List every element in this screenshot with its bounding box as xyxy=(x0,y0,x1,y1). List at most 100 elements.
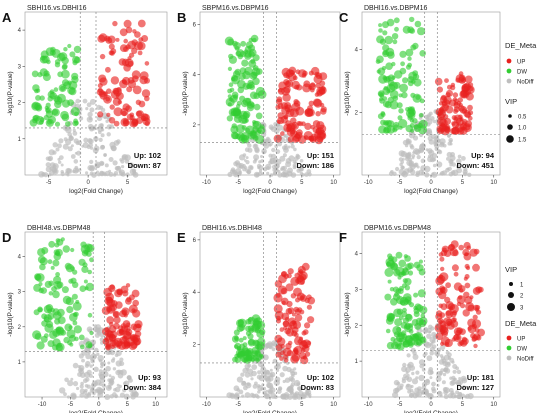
down-count: Down: 83 xyxy=(301,383,334,392)
legend-top-vip-size-small xyxy=(508,114,512,118)
point-nodiff xyxy=(266,171,270,175)
point-dw xyxy=(53,87,59,92)
point-dw xyxy=(49,330,58,339)
point-up xyxy=(444,296,451,303)
point-nodiff xyxy=(57,143,62,149)
point-up xyxy=(462,248,470,257)
point-dw xyxy=(55,272,60,277)
point-nodiff xyxy=(418,374,425,382)
point-nodiff xyxy=(107,361,111,365)
point-dw xyxy=(392,95,399,102)
point-dw xyxy=(417,289,426,298)
point-nodiff xyxy=(55,147,60,152)
point-nodiff xyxy=(287,145,291,149)
point-nodiff xyxy=(97,172,101,177)
point-up xyxy=(442,123,451,132)
point-dw xyxy=(237,53,243,60)
down-count: Down: 451 xyxy=(456,161,494,170)
point-dw xyxy=(73,325,82,334)
x-tick-label: 5 xyxy=(300,402,304,408)
point-dw xyxy=(78,258,86,266)
point-nodiff xyxy=(458,394,463,400)
point-dw xyxy=(38,287,44,294)
point-nodiff xyxy=(297,386,303,392)
point-dw xyxy=(387,316,393,322)
point-dw xyxy=(31,70,39,78)
point-nodiff xyxy=(402,362,407,368)
point-dw xyxy=(408,302,415,308)
x-tick-label: 5 xyxy=(461,402,465,408)
point-dw xyxy=(383,76,391,83)
point-up xyxy=(298,271,308,281)
point-up xyxy=(137,19,146,28)
point-up xyxy=(450,317,456,324)
point-nodiff xyxy=(98,137,103,142)
point-nodiff xyxy=(95,327,101,333)
point-nodiff xyxy=(86,369,92,376)
point-dw xyxy=(72,120,79,127)
point-dw xyxy=(72,269,78,275)
point-nodiff xyxy=(450,170,456,175)
legend-top-up-label: UP xyxy=(517,60,525,66)
point-dw xyxy=(385,328,391,334)
point-up xyxy=(473,343,478,349)
point-nodiff xyxy=(452,369,457,374)
point-up xyxy=(120,323,127,329)
point-dw xyxy=(39,120,44,125)
point-dw xyxy=(234,355,242,363)
point-up xyxy=(440,341,445,346)
y-tick-label: 1 xyxy=(18,137,22,143)
point-dw xyxy=(387,120,395,128)
point-nodiff xyxy=(238,170,243,175)
point-nodiff xyxy=(288,376,294,382)
point-up xyxy=(300,347,306,353)
point-up xyxy=(104,343,112,351)
point-dw xyxy=(393,331,400,338)
point-nodiff xyxy=(69,135,74,141)
point-nodiff xyxy=(456,167,463,174)
point-up xyxy=(277,112,285,119)
point-nodiff xyxy=(267,388,274,394)
y-axis-label: -log10(P-value) xyxy=(182,71,189,115)
point-nodiff xyxy=(290,172,297,178)
point-up xyxy=(282,320,290,328)
point-nodiff xyxy=(440,344,446,350)
point-dw xyxy=(255,112,263,120)
point-dw xyxy=(259,328,266,335)
point-dw xyxy=(405,313,412,320)
panel-title: SBPM16.vs.DBPM16 xyxy=(202,5,269,12)
panels: A SBHI16.vs.DBHI16 -5 0 5 1 2 3 4 log2(Fold Chang… xyxy=(2,5,501,417)
point-up xyxy=(282,93,291,102)
point-nodiff xyxy=(457,154,462,159)
point-nodiff xyxy=(433,140,438,145)
point-dw xyxy=(378,125,387,134)
point-nodiff xyxy=(418,359,425,366)
point-nodiff xyxy=(91,172,97,178)
x-tick-label: 0 xyxy=(268,180,272,186)
point-dw xyxy=(410,44,417,51)
point-nodiff xyxy=(66,395,71,399)
point-nodiff xyxy=(41,172,46,177)
point-up xyxy=(302,70,308,77)
point-nodiff xyxy=(124,154,131,161)
point-nodiff xyxy=(416,165,420,169)
point-up xyxy=(124,58,134,68)
point-nodiff xyxy=(63,137,68,142)
point-nodiff xyxy=(282,365,288,372)
point-nodiff xyxy=(405,371,409,375)
point-up xyxy=(113,316,121,324)
y-tick-label: 4 xyxy=(18,28,22,34)
point-dw xyxy=(69,342,74,347)
point-nodiff xyxy=(72,362,79,369)
point-dw xyxy=(382,96,388,101)
point-nodiff xyxy=(70,392,77,399)
point-dw xyxy=(238,337,244,343)
point-up xyxy=(144,95,150,102)
point-nodiff xyxy=(431,171,438,178)
point-up xyxy=(302,83,312,93)
point-nodiff xyxy=(87,111,93,118)
point-up xyxy=(451,115,457,121)
point-dw xyxy=(385,62,393,70)
y-tick-label: 2 xyxy=(193,343,197,349)
point-up xyxy=(292,349,299,356)
